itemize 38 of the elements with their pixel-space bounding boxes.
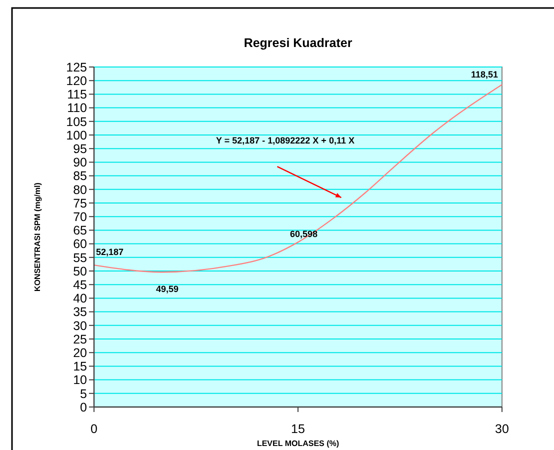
chart-title: Regresi Kuadrater — [244, 36, 352, 50]
y-tick-label: 115 — [67, 88, 88, 102]
y-tick-label: 110 — [67, 101, 88, 116]
y-tick-label: 50 — [73, 264, 88, 278]
x-tick-label: 15 — [291, 422, 305, 436]
y-tick-label: 30 — [73, 318, 88, 333]
y-tick-label: 75 — [73, 196, 88, 210]
y-tick-label: 55 — [73, 250, 88, 265]
y-tick-label: 5 — [80, 386, 88, 401]
y-tick-label: 70 — [73, 210, 88, 224]
y-tick-label: 120 — [66, 74, 88, 88]
y-tick-label: 90 — [73, 156, 88, 170]
annotation: Y = 52,187 - 1,0892222 X + 0,11 X — [216, 136, 354, 146]
x-tick-label: 30 — [495, 422, 509, 436]
annotation: 118,51 — [470, 70, 498, 80]
y-tick-label: 65 — [73, 224, 88, 238]
y-tick-label: 125 — [66, 60, 88, 74]
x-axis-title: LEVEL MOLASES (%) — [256, 439, 340, 448]
y-tick-label: 15 — [73, 360, 88, 374]
y-axis-title: KONSENTRASI SPM (mg/ml) — [33, 182, 42, 292]
x-tick-label: 0 — [90, 422, 98, 436]
annotation: 52,187 — [96, 247, 124, 258]
y-tick-label: 80 — [73, 182, 88, 197]
annotation: 49,59 — [156, 284, 179, 294]
y-tick-label: 10 — [73, 373, 88, 388]
y-tick-label: 20 — [73, 346, 88, 360]
y-tick-label: 35 — [73, 305, 88, 320]
y-tick-label: 100 — [66, 128, 88, 142]
line-series — [93, 84, 503, 273]
y-tick-label: 85 — [73, 169, 88, 184]
annotation: 60,598 — [290, 229, 318, 240]
y-tick-label: 25 — [73, 332, 88, 346]
y-tick-label: 45 — [73, 278, 88, 292]
y-tick-label: 105 — [66, 114, 88, 129]
y-tick-label: 0 — [80, 400, 88, 414]
y-tick-label: 60 — [73, 237, 88, 252]
y-tick-label: 95 — [73, 142, 88, 156]
y-tick-label: 40 — [73, 292, 88, 306]
